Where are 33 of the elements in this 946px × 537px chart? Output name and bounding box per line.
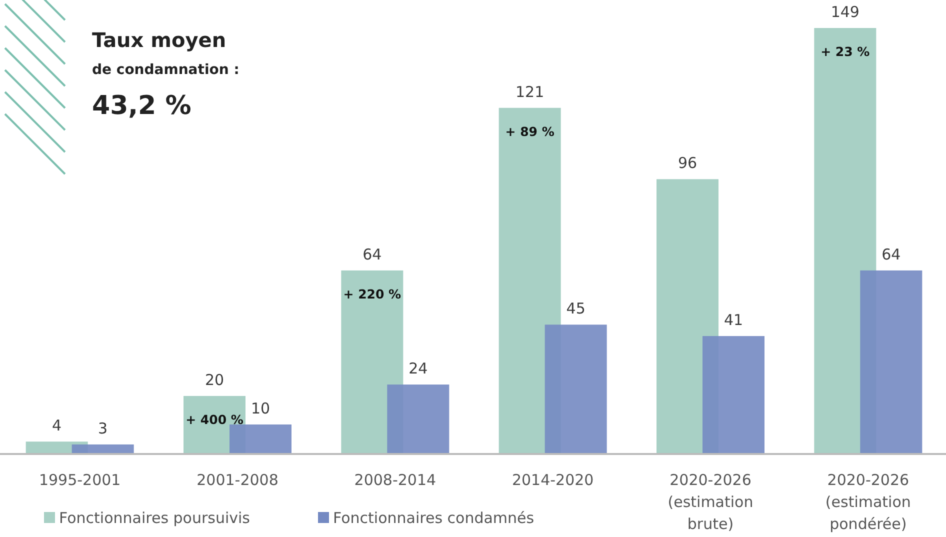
legend-label: Fonctionnaires condamnés	[333, 509, 534, 527]
legend-label: Fonctionnaires poursuivis	[59, 509, 250, 527]
annotation: + 400 %	[186, 412, 244, 427]
annotation: + 220 %	[343, 286, 402, 302]
annotation: + 23 %	[820, 44, 870, 59]
x-tick-label: 2020-2026 (estimation brute)	[668, 471, 754, 533]
data-label: 64	[362, 245, 382, 264]
data-label: 4	[52, 416, 62, 435]
data-label: 149	[830, 3, 860, 21]
data-label: 45	[566, 300, 586, 318]
x-tick-label: 2001-2008	[196, 471, 278, 489]
data-label: 121	[516, 82, 544, 101]
x-tick-label: 2014-2020	[512, 471, 594, 489]
data-label: 10	[250, 399, 270, 418]
data-label: 41	[724, 311, 744, 330]
data-label: 3	[98, 419, 108, 438]
bar	[702, 336, 764, 453]
data-label: 96	[678, 154, 698, 172]
bar	[230, 424, 292, 453]
bar	[860, 270, 922, 453]
text: de condamnation :	[92, 62, 240, 78]
annotation: + 89 %	[505, 124, 555, 139]
bar	[72, 444, 134, 453]
data-label: 24	[408, 360, 428, 378]
x-tick-label: 1995-2001	[38, 471, 121, 489]
x-tick-label: 2008-2014	[354, 471, 436, 489]
bar	[387, 384, 450, 453]
chart-title: Taux moyen	[92, 28, 226, 52]
annotation: 43,2 %	[92, 91, 192, 121]
data-label: 20	[204, 370, 224, 389]
x-tick-label: 2020-2026 (estimation pondérée)	[825, 471, 911, 533]
bar	[544, 324, 607, 453]
data-label: 64	[882, 245, 901, 264]
